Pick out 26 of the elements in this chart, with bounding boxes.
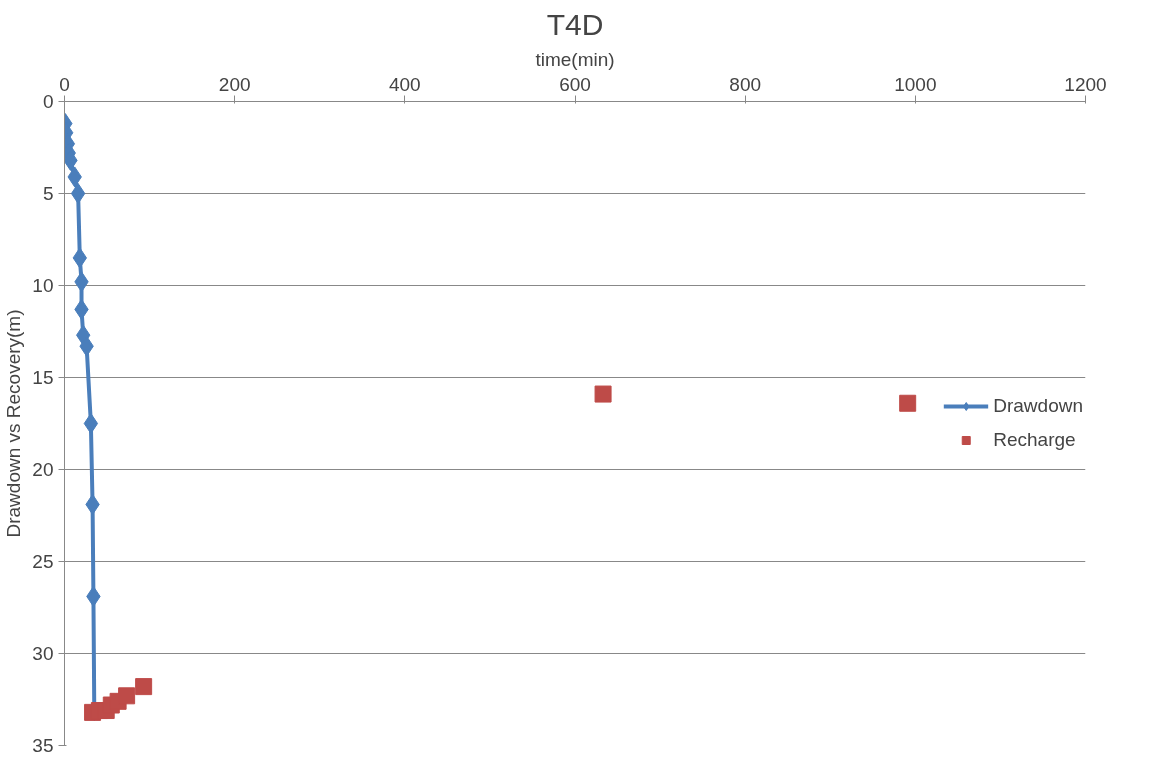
y-tick-label: 5	[42, 183, 54, 204]
x-tick-label: 800	[729, 73, 762, 95]
point	[594, 385, 612, 403]
y-tick-label: 10	[32, 275, 54, 296]
x-tick-label: 400	[388, 73, 421, 95]
point	[118, 687, 136, 705]
y-tick-label: 15	[32, 367, 54, 388]
y-tick-label: 35	[32, 735, 54, 756]
x-tick-label: 1200	[1064, 73, 1107, 95]
x-tick-label: 600	[559, 73, 591, 95]
chart-title: T4D	[546, 7, 604, 41]
x-axis-title: time(min)	[535, 48, 615, 70]
y-tick-label: 20	[32, 459, 54, 480]
point	[70, 183, 86, 204]
point	[83, 413, 99, 434]
legend-label: Drawdown	[993, 395, 1083, 417]
legend-label: Recharge	[993, 429, 1076, 451]
point	[899, 394, 917, 412]
point	[135, 678, 153, 696]
y-tick-label: 25	[32, 551, 54, 572]
x-tick-label: 200	[218, 73, 251, 95]
x-tick-label: 0	[59, 73, 70, 95]
x-tick-label: 1000	[894, 73, 937, 95]
y-tick-label: 30	[32, 643, 54, 664]
y-axis-title: Drawdown vs Recovery(m)	[3, 309, 25, 538]
y-tick-label: 0	[42, 91, 54, 112]
